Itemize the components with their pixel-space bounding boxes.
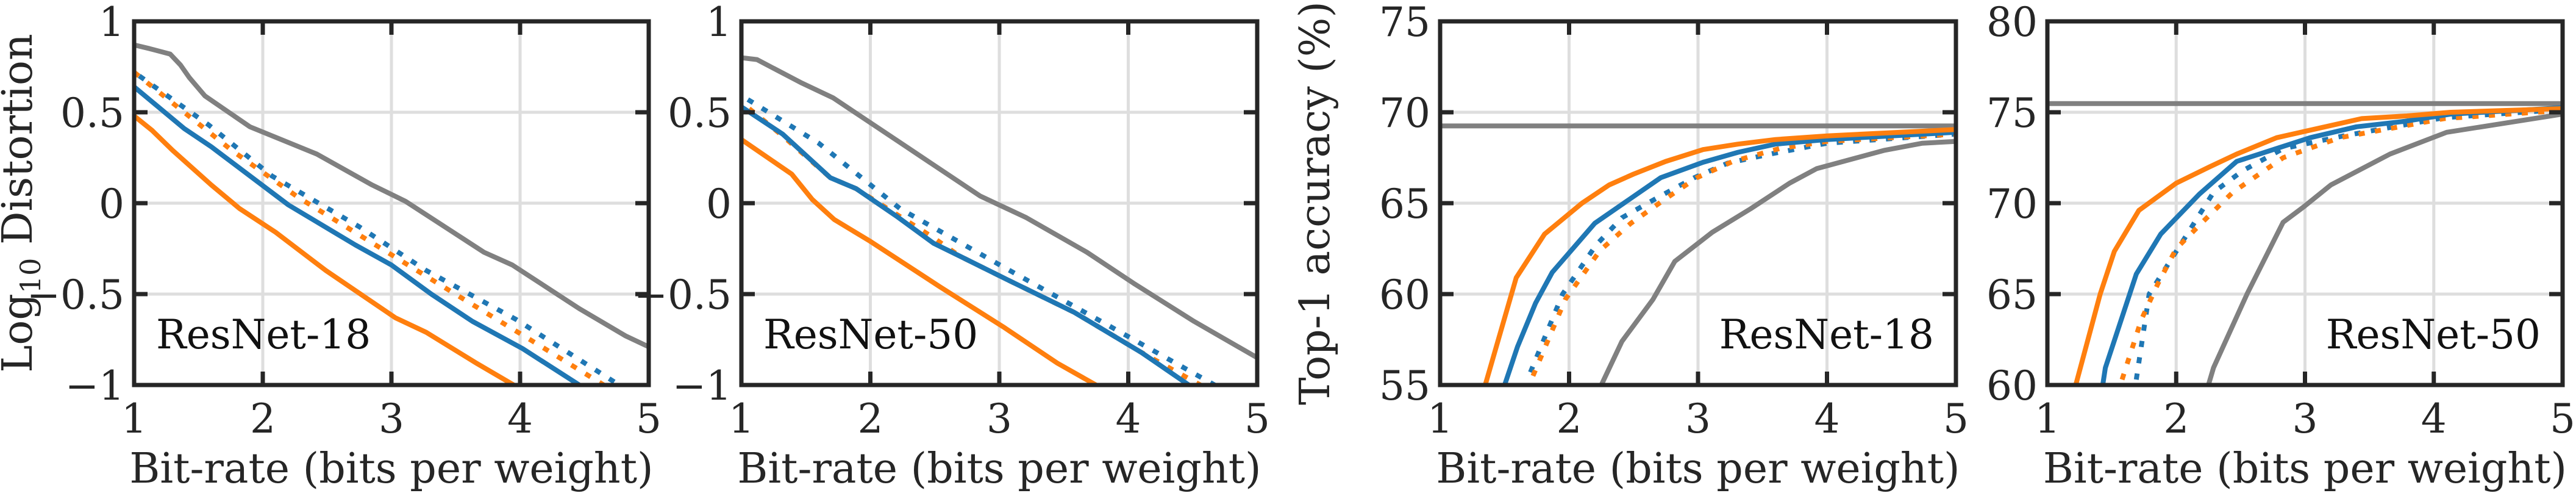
x-tick-label: 3 xyxy=(987,395,1012,442)
x-tick-label: 1 xyxy=(729,395,754,442)
y-axis-label: Top-1 accuracy (%) xyxy=(1291,1,1340,405)
x-tick-label: 2 xyxy=(858,395,883,442)
x-tick-label: 1 xyxy=(121,395,147,442)
y-tick-label: 75 xyxy=(1986,90,2038,137)
series-line-gray-solid xyxy=(741,55,1257,360)
x-tick-label: 3 xyxy=(2292,395,2318,442)
x-tick-label: 2 xyxy=(250,395,276,442)
series-group xyxy=(134,42,649,385)
x-tick-label: 4 xyxy=(2421,395,2447,442)
series-line-blue-dotted xyxy=(746,97,1216,385)
y-tick-label: 80 xyxy=(1986,0,2038,46)
series-group xyxy=(1440,123,1956,385)
y-tick-label: 70 xyxy=(1986,181,2038,228)
x-axis-label: Bit-rate (bits per weight) xyxy=(737,445,1261,493)
series-line-blue-solid xyxy=(2100,105,2563,385)
x-axis-label: Bit-rate (bits per weight) xyxy=(2043,445,2567,493)
x-tick-label: 5 xyxy=(636,395,662,442)
series-line-orange-dotted xyxy=(2119,108,2563,381)
series-group xyxy=(2047,101,2563,385)
x-axis-label: Bit-rate (bits per weight) xyxy=(129,445,653,493)
y-tick-label: 0 xyxy=(706,181,732,228)
series-line-blue-solid xyxy=(741,104,1191,385)
y-tick-label: 1 xyxy=(99,0,124,46)
series-line-blue-solid xyxy=(1502,129,1956,385)
x-axis-label: Bit-rate (bits per weight) xyxy=(1436,445,1960,493)
y-tick-label: 1 xyxy=(706,0,732,46)
x-tick-label: 4 xyxy=(1116,395,1141,442)
series-line-gray-solid xyxy=(2206,112,2563,385)
y-tick-label: 0 xyxy=(99,181,124,228)
series-line-orange-solid xyxy=(1483,127,1956,385)
x-tick-label: 1 xyxy=(2035,395,2060,442)
x-tick-label: 2 xyxy=(1557,395,1582,442)
y-tick-label: −1 xyxy=(65,362,124,409)
y-tick-label: 65 xyxy=(1986,272,2038,318)
y-tick-label: 75 xyxy=(1379,0,1430,46)
y-tick-label: −0.5 xyxy=(27,272,124,318)
x-tick-label: 1 xyxy=(1427,395,1453,442)
series-line-gray-solid xyxy=(1599,139,1956,385)
x-tick-label: 4 xyxy=(1814,395,1840,442)
x-tick-label: 2 xyxy=(2163,395,2189,442)
series-line-orange-solid xyxy=(2073,106,2563,385)
y-tick-label: 55 xyxy=(1379,362,1430,409)
y-tick-label: 60 xyxy=(1986,362,2038,409)
x-tick-label: 3 xyxy=(379,395,404,442)
series-line-orange-solid xyxy=(741,137,1097,385)
panel-label: ResNet-50 xyxy=(763,311,978,358)
series-group xyxy=(741,55,1257,385)
x-tick-label: 5 xyxy=(2550,395,2575,442)
panel-label: ResNet-50 xyxy=(2326,311,2541,358)
series-line-blue-dotted xyxy=(138,74,621,385)
x-tick-label: 3 xyxy=(1685,395,1711,442)
panel-resnet50-accuracy: 1 2 3 4 5 60 65 70 75 80 Bit-rate (bits per weight… xyxy=(1986,0,2575,493)
x-tick-label: 5 xyxy=(1244,395,1270,442)
series-line-orange-solid xyxy=(134,113,515,385)
y-tick-label: −1 xyxy=(673,362,732,409)
series-line-blue-solid xyxy=(134,85,581,385)
y-tick-label: −0.5 xyxy=(634,272,732,318)
panel-label: ResNet-18 xyxy=(156,311,371,358)
panel-label: ResNet-18 xyxy=(1719,311,1934,358)
y-tick-label: 70 xyxy=(1379,90,1430,137)
series-line-gray-solid xyxy=(134,42,649,350)
y-tick-label: 0.5 xyxy=(60,90,124,137)
y-axis-label: Log10 Distortion xyxy=(0,34,47,373)
y-tick-label: 60 xyxy=(1379,272,1430,318)
x-tick-label: 5 xyxy=(1943,395,1969,442)
y-tick-label: 0.5 xyxy=(668,90,732,137)
series-line-orange-dotted xyxy=(134,70,605,385)
x-tick-label: 4 xyxy=(507,395,533,442)
y-tick-label: 65 xyxy=(1379,181,1430,228)
